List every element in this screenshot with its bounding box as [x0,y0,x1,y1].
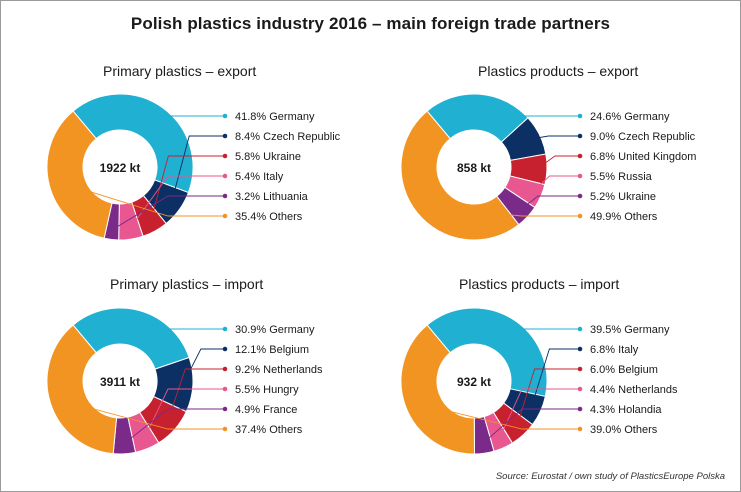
legend-leader-line [516,368,580,428]
legend-marker [577,386,583,392]
legend-marker [577,426,583,432]
legend-leader-line [166,368,225,423]
legend-marker [577,346,583,352]
donut-slice [400,110,520,241]
legend-label: 37.4% Others [235,424,303,436]
legend-label: 5.2% Ukraine [590,191,656,203]
donut-center-label: 858 kt [457,161,491,175]
legend-leader-line [170,135,225,204]
legend-label: 6.8% United Kingdom [590,151,696,163]
legend-label: 5.5% Hungry [235,384,299,396]
legend-marker [222,173,228,179]
legend-marker [222,153,228,159]
legend-label: 6.0% Belgium [590,364,658,376]
legend-label: 39.5% Germany [590,324,670,336]
legend-leader-line [536,155,580,170]
legend-label: 3.2% Lithuania [235,191,309,203]
panel-title-primary-export: Primary plastics – export [103,63,257,79]
legend-label: 5.8% Ukraine [235,151,301,163]
legend-marker [222,406,228,412]
panel-title-products-import: Plastics products – import [459,276,620,292]
legend-label: 35.4% Others [235,211,303,223]
legend-marker [577,193,583,199]
legend-leader-line [414,402,580,430]
donut-slice [72,93,194,194]
legend-label: 5.4% Italy [235,171,284,183]
legend-marker [222,193,228,199]
legend-marker [222,346,228,352]
donut-center-label: 1922 kt [100,161,141,175]
legend-leader-line [531,175,580,193]
legend-marker [577,133,583,139]
legend-label: 41.8% Germany [235,111,315,123]
donut-slice [400,324,476,455]
legend-label: 12.1% Belgium [235,344,309,356]
legend-marker [222,113,228,119]
donut-slice [426,307,548,398]
legend-leader-line [182,348,225,385]
legend-marker [577,153,583,159]
legend-label: 9.0% Czech Republic [590,131,696,143]
legend-label: 30.9% Germany [235,324,315,336]
legend-label: 6.8% Italy [590,344,639,356]
legend-label: 4.9% France [235,404,297,416]
legend-marker [577,366,583,372]
legend-label: 5.5% Russia [590,171,653,183]
legend-leader-line [143,388,225,440]
legend-marker [222,366,228,372]
legend-marker [577,406,583,412]
legend-leader-line [482,408,580,444]
donut-center-label: 932 kt [457,375,491,389]
donut-slice [72,307,190,370]
legend-label: 9.2% Netherlands [235,364,323,376]
legend-leader-line [530,348,580,408]
legend-leader-line [112,195,225,230]
legend-marker [222,133,228,139]
legend-leader-line [59,399,225,430]
legend-label: 39.0% Others [590,424,658,436]
legend-marker [577,213,583,219]
legend-leader-line [519,195,580,211]
legend-marker [222,326,228,332]
legend-label: 4.4% Netherlands [590,384,678,396]
legend-marker [577,173,583,179]
legend-label: 8.4% Czech Republic [235,131,341,143]
legend-marker [222,386,228,392]
legend-leader-line [136,319,225,330]
legend-marker [577,113,583,119]
legend-leader-line [424,206,580,217]
donut-slice [46,110,113,239]
figure-title: Polish plastics industry 2016 – main for… [130,14,611,33]
legend-marker [222,426,228,432]
legend-leader-line [530,135,580,140]
legend-leader-line [123,408,225,445]
legend-label: 49.9% Others [590,211,658,223]
legend-label: 4.3% Holandia [590,404,662,416]
legend-marker [577,326,583,332]
panel-title-primary-import: Primary plastics – import [110,276,264,292]
legend-leader-line [58,181,225,217]
legend-leader-line [149,155,225,223]
legend-leader-line [506,326,580,330]
donut-center-label: 3911 kt [100,375,140,389]
panel-title-products-export: Plastics products – export [478,63,639,79]
legend-label: 24.6% Germany [590,111,670,123]
legend-marker [222,213,228,219]
legend-leader-line [478,103,580,117]
source-note: Source: Eurostat / own study of Plastics… [495,471,725,482]
donut-slice [46,324,118,455]
